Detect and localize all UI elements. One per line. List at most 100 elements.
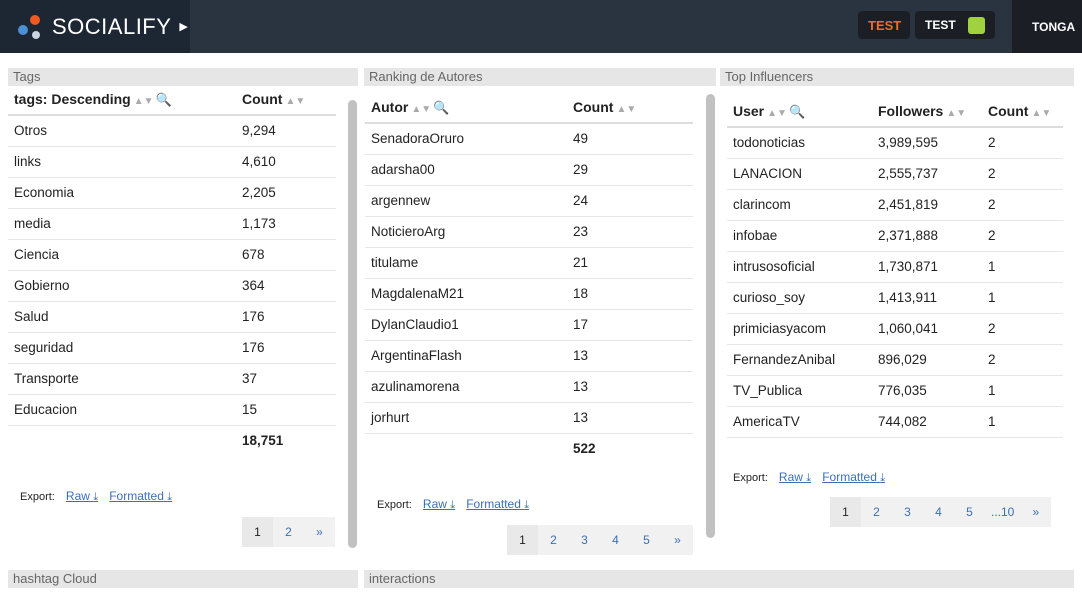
tags-scrollbar[interactable] — [348, 100, 357, 548]
test-button-2[interactable]: TEST — [915, 11, 995, 39]
hashtag-cloud-title: hashtag Cloud — [8, 570, 358, 588]
tags-table: tags: Descending ▲▼ 🔍 Count ▲▼ Otros 9,294 li… — [8, 84, 336, 456]
brand-menu[interactable]: SOCIALIFY ▶ — [0, 0, 190, 53]
page-button[interactable]: 4 — [923, 497, 954, 527]
page-button[interactable]: » — [662, 525, 693, 555]
influencer-user[interactable]: LANACION — [727, 158, 872, 190]
page-button[interactable]: 1 — [830, 497, 861, 527]
page-button[interactable]: ...10 — [985, 497, 1021, 527]
tag-name: links — [8, 146, 236, 178]
influencers-export-formatted[interactable]: Formatted ⤓ — [822, 470, 886, 484]
sort-icon[interactable]: ▲▼ — [411, 103, 432, 115]
sort-icon[interactable]: ▲▼ — [285, 96, 306, 107]
autor-count: 49 — [567, 123, 693, 155]
search-icon[interactable]: 🔍 — [788, 103, 806, 119]
autores-export-raw[interactable]: Raw ⤓ — [422, 497, 456, 511]
influencer-user[interactable]: curioso_soy — [727, 282, 872, 314]
autor-name[interactable]: NoticieroArg — [365, 216, 567, 248]
page-button[interactable]: » — [1020, 497, 1052, 527]
table-row: adarsha00 29 — [365, 154, 693, 186]
influencer-user[interactable]: AmericaTV — [727, 406, 872, 438]
influencer-user[interactable]: primiciasyacom — [727, 313, 872, 345]
export-label: Export: — [733, 472, 768, 484]
user-col-header[interactable]: User ▲▼ 🔍 — [727, 96, 872, 128]
page-button[interactable]: 5 — [631, 525, 662, 555]
autor-count: 17 — [567, 309, 693, 341]
page-button[interactable]: » — [304, 517, 335, 547]
tags-col-header[interactable]: tags: Descending ▲▼ 🔍 — [8, 84, 236, 116]
sort-icon[interactable]: ▲▼ — [133, 95, 154, 107]
influencer-followers: 3,989,595 — [872, 127, 982, 159]
tags-export-raw[interactable]: Raw ⤓ — [65, 489, 99, 503]
influencer-user[interactable]: FernandezAnibal — [727, 344, 872, 376]
autor-name[interactable]: SenadoraOruro — [365, 123, 567, 155]
autor-name[interactable]: DylanClaudio1 — [365, 309, 567, 341]
influencer-count: 1 — [982, 406, 1063, 438]
tag-name: Gobierno — [8, 270, 236, 302]
influencer-followers: 2,371,888 — [872, 220, 982, 252]
autor-name[interactable]: argennew — [365, 185, 567, 217]
user-col-label: User — [733, 102, 765, 119]
page-button[interactable]: 1 — [242, 517, 273, 547]
influencer-count: 1 — [982, 282, 1063, 314]
page-button[interactable]: 1 — [507, 525, 538, 555]
tags-export-formatted[interactable]: Formatted ⤓ — [109, 489, 173, 503]
page-button[interactable]: 2 — [273, 517, 304, 547]
sort-icon[interactable]: ▲▼ — [1031, 108, 1052, 119]
influencers-export-raw[interactable]: Raw ⤓ — [778, 470, 812, 484]
autores-export-formatted[interactable]: Formatted ⤓ — [466, 497, 530, 511]
autor-name[interactable]: jorhurt — [365, 402, 567, 434]
page-button[interactable]: 3 — [569, 525, 600, 555]
autor-name[interactable]: titulame — [365, 247, 567, 279]
influencer-user[interactable]: infobae — [727, 220, 872, 252]
export-label: Export: — [20, 491, 55, 503]
autores-scrollbar[interactable] — [706, 94, 715, 538]
brand-name: SOCIALIFY — [52, 13, 172, 39]
page-button[interactable]: 2 — [861, 497, 892, 527]
tag-count: 364 — [236, 270, 336, 302]
tag-count: 678 — [236, 239, 336, 271]
autor-count-header[interactable]: Count ▲▼ — [567, 92, 693, 124]
influencer-count: 2 — [982, 344, 1063, 376]
test-button-2-label: TEST — [925, 18, 956, 32]
total-row: 522 — [365, 433, 693, 464]
tags-pagination: 1 2» — [242, 517, 335, 547]
influencer-user[interactable]: intrusosoficial — [727, 251, 872, 283]
page-button[interactable]: 5 — [954, 497, 985, 527]
test-button-1[interactable]: TEST — [858, 11, 910, 39]
total-row: 18,751 — [8, 425, 336, 456]
autor-name[interactable]: azulinamorena — [365, 371, 567, 403]
table-row: SenadoraOruro 49 — [365, 123, 693, 155]
sort-icon[interactable]: ▲▼ — [616, 104, 637, 115]
autor-name[interactable]: ArgentinaFlash — [365, 340, 567, 372]
autor-name[interactable]: adarsha00 — [365, 154, 567, 186]
autores-export: Export: Raw ⤓ Formatted ⤓ — [377, 497, 529, 512]
followers-col-header[interactable]: Followers ▲▼ — [872, 96, 982, 128]
table-row: seguridad 176 — [8, 332, 336, 364]
autor-col-header[interactable]: Autor ▲▼ 🔍 — [365, 92, 567, 124]
caret-right-icon: ▶ — [179, 21, 188, 33]
page-button[interactable]: 2 — [538, 525, 569, 555]
sort-icon[interactable]: ▲▼ — [946, 108, 967, 119]
influencer-user[interactable]: todonoticias — [727, 127, 872, 159]
tags-count-header[interactable]: Count ▲▼ — [236, 84, 336, 116]
table-row: Economia 2,205 — [8, 177, 336, 209]
page-button[interactable]: 3 — [892, 497, 923, 527]
influencer-followers: 1,060,041 — [872, 313, 982, 345]
user-menu[interactable]: TONGA — [1012, 0, 1082, 53]
table-row: Educacion 15 — [8, 394, 336, 426]
table-row: Otros 9,294 — [8, 115, 336, 147]
search-icon[interactable]: 🔍 — [433, 99, 450, 115]
influencer-count-header[interactable]: Count ▲▼ — [982, 96, 1063, 128]
influencers-panel: Top Influencers — [720, 68, 1074, 86]
autores-table-wrap: Autor ▲▼ 🔍 Count ▲▼ SenadoraOruro 49 adarsha0… — [365, 92, 693, 464]
tag-count: 15 — [236, 394, 336, 426]
sort-icon[interactable]: ▲▼ — [767, 107, 787, 119]
tags-total: 18,751 — [242, 433, 284, 449]
autor-count: 18 — [567, 278, 693, 310]
autor-name[interactable]: MagdalenaM21 — [365, 278, 567, 310]
search-icon[interactable]: 🔍 — [155, 91, 172, 107]
influencer-user[interactable]: clarincom — [727, 189, 872, 221]
influencer-user[interactable]: TV_Publica — [727, 375, 872, 407]
page-button[interactable]: 4 — [600, 525, 631, 555]
